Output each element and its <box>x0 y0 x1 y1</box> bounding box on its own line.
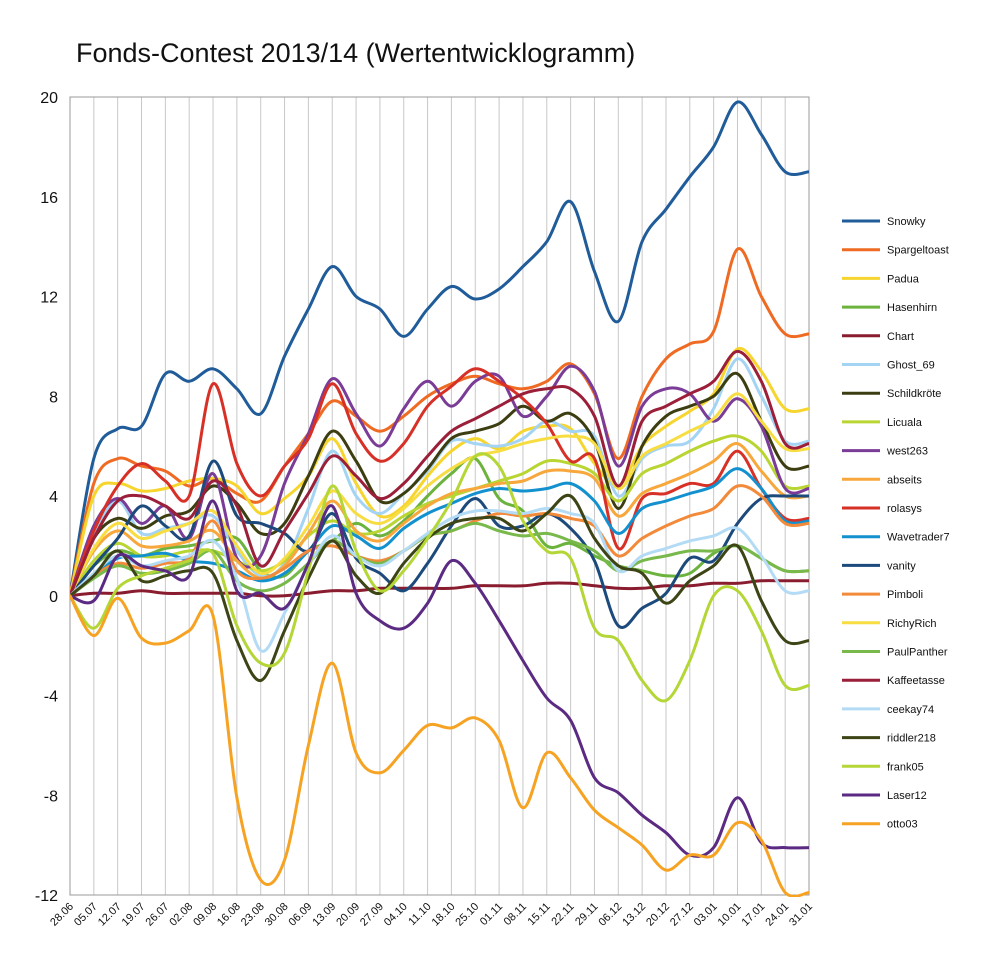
legend-label: Ghost_69 <box>887 360 935 372</box>
legend-label: west263 <box>886 446 928 458</box>
legend-label: Chart <box>887 331 914 343</box>
x-tick-label: 22.11 <box>549 901 576 928</box>
series-line-kaffeetasse <box>70 349 809 598</box>
legend-label: Padua <box>887 273 920 285</box>
series-line-paulpanther <box>70 521 809 598</box>
series-line-west263 <box>70 364 809 598</box>
x-tick-label: 06.09 <box>287 901 315 929</box>
legend-label: Wavetrader7 <box>887 532 950 544</box>
y-tick-label: -8 <box>44 788 58 805</box>
x-tick-label: 01.11 <box>478 901 505 928</box>
x-tick-label: 08.11 <box>502 901 529 928</box>
x-tick-label: 03.01 <box>692 901 720 929</box>
legend-label: Kaffeetasse <box>887 675 945 687</box>
x-tick-label: 26.07 <box>144 901 172 929</box>
legend-label: frank05 <box>887 761 924 773</box>
legend-label: rolasys <box>887 503 922 515</box>
x-tick-label: 16.08 <box>215 901 243 929</box>
y-tick-label: 20 <box>40 90 58 107</box>
x-tick-label: 20.09 <box>334 901 362 929</box>
legend-label: riddler218 <box>887 733 936 745</box>
x-tick-label: 13.09 <box>310 901 338 929</box>
x-tick-label: 29.11 <box>573 901 600 928</box>
legend-label: RichyRich <box>887 618 937 630</box>
grid <box>69 97 810 895</box>
x-tick-label: 12.07 <box>96 901 124 929</box>
plot-frame <box>69 96 810 896</box>
series-line-hasenhirn <box>70 456 809 598</box>
legend-label: vanity <box>887 560 916 572</box>
series-line-ceekay74 <box>70 507 809 653</box>
series-line-abseits <box>70 442 809 598</box>
legend-label: ceekay74 <box>887 704 934 716</box>
x-tick-label: 20.12 <box>644 901 672 929</box>
x-tick-label: 31.01 <box>787 901 815 929</box>
y-tick-label: -12 <box>35 888 58 905</box>
chart-title: Fonds-Contest 2013/14 (Wertentwicklogram… <box>76 38 636 68</box>
series-line-vanity <box>70 459 809 629</box>
x-tick-label: 24.01 <box>763 901 791 929</box>
series-line-rolasys <box>70 367 809 598</box>
series-line-padua <box>70 346 809 598</box>
legend-label: PaulPanther <box>887 647 948 659</box>
x-tick-label: 19.07 <box>120 901 148 929</box>
legend-label: Laser12 <box>887 790 927 802</box>
series-line-snowky <box>70 100 809 598</box>
x-tick-label: 05.07 <box>72 901 100 929</box>
x-tick-label: 27.12 <box>668 901 696 929</box>
legend-label: Spargeltoast <box>887 245 949 257</box>
legend-label: Hasenhirn <box>887 302 937 314</box>
legend: Snowky Spargeltoast Padua Hasenhirn Chart Gho… <box>842 216 950 831</box>
legend-label: otto03 <box>887 819 918 831</box>
legend-label: Snowky <box>887 216 926 228</box>
x-tick-label: 06.12 <box>596 901 624 929</box>
legend-label: Licuala <box>887 417 923 429</box>
x-tick-label: 27.09 <box>358 901 386 929</box>
x-tick-label: 17.01 <box>739 901 767 929</box>
y-tick-label: -4 <box>44 689 58 706</box>
series-line-chart <box>70 579 809 598</box>
x-tick-label: 11.10 <box>406 901 433 928</box>
x-tick-label: 18.10 <box>430 901 458 929</box>
x-tick-label: 23.08 <box>239 901 267 929</box>
x-tick-label: 25.10 <box>453 901 481 929</box>
legend-label: abseits <box>887 474 922 486</box>
legend-label: Pimboli <box>887 589 923 601</box>
y-tick-label: 16 <box>40 190 58 207</box>
x-tick-label: 09.08 <box>191 901 219 929</box>
series-line-spargeltoast <box>70 247 809 598</box>
y-tick-label: 0 <box>49 589 58 606</box>
series-line-laser12 <box>70 499 809 858</box>
x-tick-label: 15.11 <box>526 901 553 928</box>
x-tick-label: 04.10 <box>382 901 410 929</box>
series-line-otto03 <box>70 594 809 897</box>
x-tick-label: 13.12 <box>620 901 648 929</box>
series-line-schildkr-te <box>70 371 809 598</box>
x-tick-label: 10.01 <box>716 901 744 929</box>
y-tick-label: 4 <box>49 489 58 506</box>
legend-label: Schildkröte <box>887 388 941 400</box>
y-tick-label: 8 <box>49 389 58 406</box>
series-lines <box>70 100 809 897</box>
x-tick-label: 02.08 <box>167 901 195 929</box>
y-tick-label: 12 <box>40 290 58 307</box>
series-line-richyrich <box>70 392 809 598</box>
x-tick-label: 30.08 <box>263 901 291 929</box>
